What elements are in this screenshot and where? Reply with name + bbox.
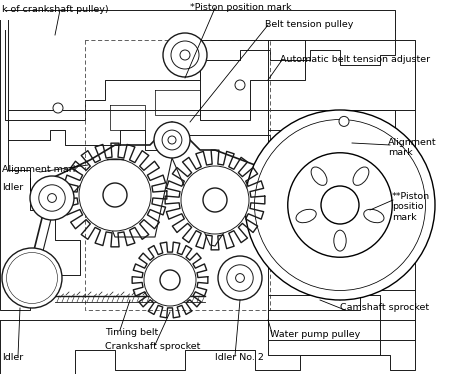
Ellipse shape xyxy=(311,167,327,186)
Text: Timing belt: Timing belt xyxy=(105,328,158,337)
Circle shape xyxy=(218,256,262,300)
Text: Idler No. 2: Idler No. 2 xyxy=(215,353,264,362)
Circle shape xyxy=(171,41,199,69)
Ellipse shape xyxy=(353,167,369,186)
Text: *Piston position mark: *Piston position mark xyxy=(190,3,292,12)
Text: Camshaft sprocket: Camshaft sprocket xyxy=(340,303,429,312)
Circle shape xyxy=(162,130,182,150)
Circle shape xyxy=(288,153,392,257)
Text: Water pump pulley: Water pump pulley xyxy=(270,330,360,339)
Ellipse shape xyxy=(334,230,346,251)
Text: Idler: Idler xyxy=(2,353,23,362)
Circle shape xyxy=(144,254,196,306)
Circle shape xyxy=(235,80,245,90)
Circle shape xyxy=(7,252,57,303)
Circle shape xyxy=(39,185,65,211)
Circle shape xyxy=(14,260,50,296)
Circle shape xyxy=(154,122,190,158)
Text: **Piston
positio
mark: **Piston positio mark xyxy=(392,192,430,222)
Text: Automatic belt tension adjuster: Automatic belt tension adjuster xyxy=(280,55,430,64)
Circle shape xyxy=(53,103,63,113)
Circle shape xyxy=(26,272,38,284)
Circle shape xyxy=(160,270,180,290)
Text: Belt tension pulley: Belt tension pulley xyxy=(265,20,354,29)
Circle shape xyxy=(236,274,245,282)
Text: k of crankshaft pulley): k of crankshaft pulley) xyxy=(2,5,109,14)
Circle shape xyxy=(2,248,62,308)
Circle shape xyxy=(321,186,359,224)
Text: Idler: Idler xyxy=(2,183,23,192)
Circle shape xyxy=(163,33,207,77)
Circle shape xyxy=(339,116,349,126)
Circle shape xyxy=(181,166,249,234)
Circle shape xyxy=(168,136,176,144)
Circle shape xyxy=(255,120,426,291)
Circle shape xyxy=(30,176,74,220)
Circle shape xyxy=(245,110,435,300)
Ellipse shape xyxy=(296,209,316,223)
Circle shape xyxy=(47,194,56,202)
Text: Alignment mark: Alignment mark xyxy=(2,165,78,174)
Circle shape xyxy=(103,183,127,207)
Circle shape xyxy=(227,265,253,291)
Circle shape xyxy=(203,188,227,212)
Circle shape xyxy=(79,159,151,231)
Text: Crankshaft sprocket: Crankshaft sprocket xyxy=(105,342,201,351)
Ellipse shape xyxy=(364,209,384,223)
Text: Alignment
mark: Alignment mark xyxy=(388,138,437,157)
Circle shape xyxy=(180,50,190,60)
